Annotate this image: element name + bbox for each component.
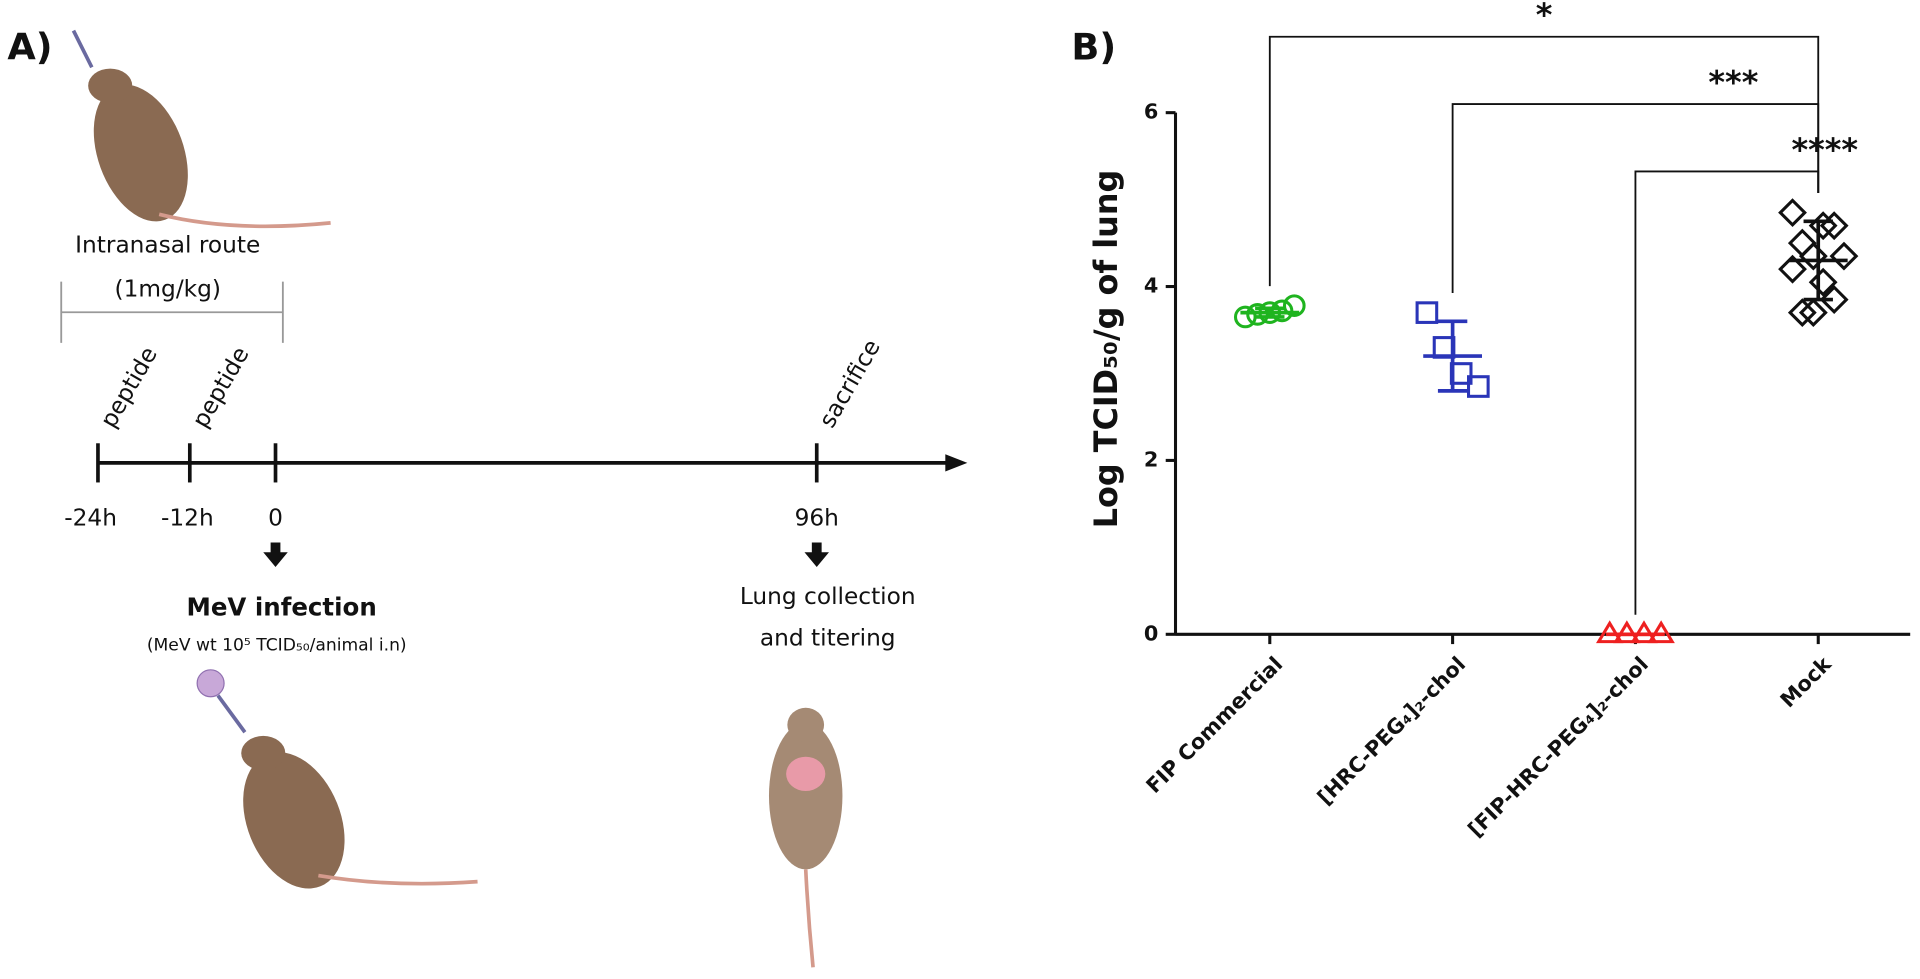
x-tick-label: FIP Commercial [1141,652,1287,798]
route-text: Intranasal route [75,232,260,259]
mouse-infected [196,669,478,889]
event-label: sacrifice [814,335,886,432]
dose-bracket [60,281,284,343]
collection-text: and titering [760,625,896,652]
timeline [96,443,956,483]
infection-detail: (MeV wt 10⁵ TCID₅₀/animal i.n) [147,635,407,655]
time-label: -24h [64,505,117,532]
y-tick-label: 4 [1144,274,1158,298]
point [1778,254,1807,284]
point [1787,298,1817,328]
panel-label: B) [1071,25,1116,68]
event-label: peptide [95,342,163,432]
down-arrow [263,542,288,567]
point [1467,375,1490,398]
error-bar [1255,306,1285,319]
point [1778,198,1807,228]
significance-label: **** [1792,131,1859,169]
error-bar [1803,219,1833,302]
infection-title: MeV infection [186,593,376,622]
collection-text: Lung collection [740,583,916,610]
point [1829,241,1859,271]
point [1282,294,1306,317]
route-text: (1mg/kg) [115,276,221,303]
y-tick-label: 0 [1144,621,1158,645]
down-arrow [804,542,829,567]
point [1798,298,1828,328]
point [1787,228,1817,258]
significance-bracket [1451,103,1820,294]
panel-label: A) [7,25,52,68]
y-tick-label: 6 [1144,100,1158,124]
point [1415,301,1439,324]
y-tick-label: 2 [1144,447,1158,471]
significance-bracket [1634,170,1820,615]
point [1808,267,1838,297]
point [1819,285,1849,314]
y-axis-title: Log TCID₅₀/g of lung [1087,170,1125,529]
mouse-top [71,29,331,229]
time-label: 96h [795,505,839,532]
time-label: -12h [161,505,214,532]
x-tick-label: [FIP-HRC-PEG₄]₂-chol [1463,652,1653,842]
time-label: 0 [268,505,283,532]
significance-label: * [1536,0,1553,34]
mouse-dissected [768,707,843,968]
point [1798,241,1828,271]
timeline-arrow [945,454,968,472]
error-bar [1437,319,1468,393]
x-tick-label: [HRC-PEG₄]₂-chol [1313,652,1470,809]
event-label: peptide [187,342,255,432]
x-tick-label: Mock [1776,651,1837,712]
plot: 0 2 4 6 FIP Commercial [HRC-PEG₄]₂-chol[FIP-H… [1141,0,1911,842]
significance-label: *** [1708,64,1758,102]
